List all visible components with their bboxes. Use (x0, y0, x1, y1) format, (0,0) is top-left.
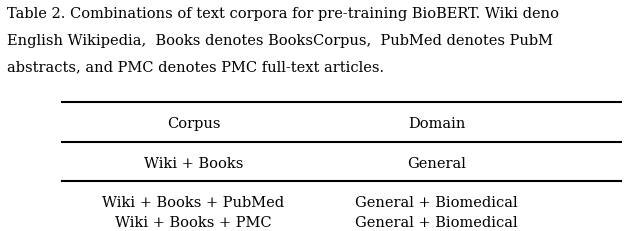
Text: Domain: Domain (408, 117, 466, 131)
Text: Corpus: Corpus (167, 117, 220, 131)
Text: abstracts, and PMC denotes PMC full-text articles.: abstracts, and PMC denotes PMC full-text… (7, 60, 384, 74)
Text: Table 2. Combinations of text corpora for pre-training BioBERT. Wiki deno: Table 2. Combinations of text corpora fo… (7, 7, 560, 21)
Text: General + Biomedical: General + Biomedical (356, 215, 518, 229)
Text: English Wikipedia,  Books denotes BooksCorpus,  PubMed denotes PubM: English Wikipedia, Books denotes BooksCo… (7, 33, 553, 47)
Text: General + Biomedical: General + Biomedical (356, 195, 518, 209)
Text: Wiki + Books: Wiki + Books (144, 156, 243, 170)
Text: Wiki + Books + PubMed: Wiki + Books + PubMed (102, 195, 285, 209)
Text: General: General (407, 156, 466, 170)
Text: Wiki + Books + PMC: Wiki + Books + PMC (115, 215, 272, 229)
